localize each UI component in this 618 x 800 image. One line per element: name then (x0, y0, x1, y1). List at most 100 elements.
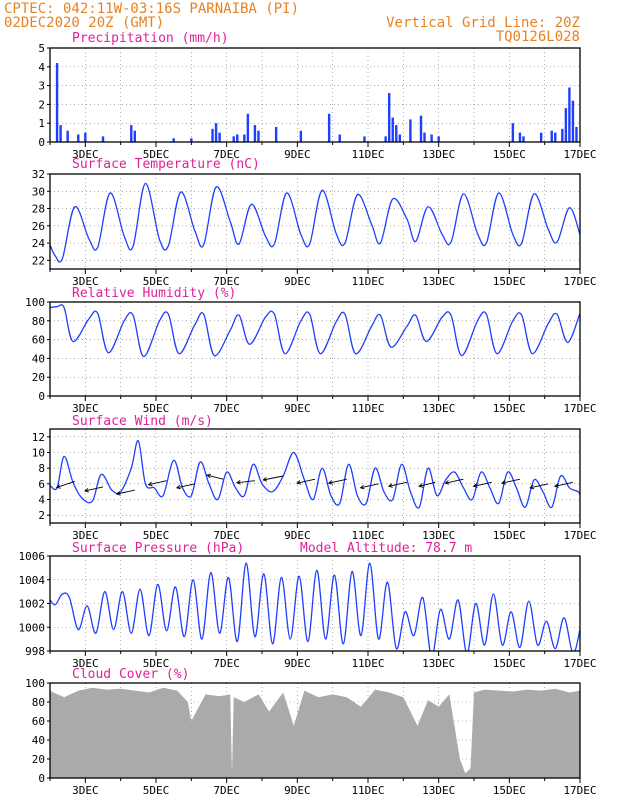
wind-panel: 2 4 6 8 10 12 3DEC 5DEC 7DEC 9DEC 11DEC 13DEC 15DEC 1… (32, 428, 597, 542)
precip-xtick-label: 9DEC (284, 148, 311, 161)
cloud-frame (49, 682, 581, 779)
pres-title: Surface Pressure (hPa) (72, 541, 244, 556)
wind-arrow (501, 478, 521, 484)
precip-bar (211, 128, 214, 142)
wind-arrow-head (175, 484, 181, 490)
rh-title: Relative Humidity (%) (72, 286, 236, 301)
temp-xtick-label: 9DEC (284, 275, 311, 288)
wind-arrow (176, 483, 195, 489)
precip-frame (49, 47, 581, 143)
temp-panel: 22 24 26 28 30 32 3DEC 5DEC 7DEC 9DEC 11DEC 13DEC 15… (32, 168, 597, 288)
wind-arrow-head (472, 483, 478, 488)
precip-bar (77, 134, 80, 142)
precip-title: Precipitation (mm/h) (72, 31, 229, 46)
wind-arrow (445, 478, 464, 484)
rh-ytick-label: 0 (38, 390, 45, 403)
wind-arrow (84, 486, 104, 492)
wind-arrow (554, 481, 574, 487)
pres-xtick-label: 11DEC (351, 657, 384, 670)
wind-arrow (56, 481, 75, 488)
wind-arrow-head (327, 480, 333, 485)
precip-bar (84, 132, 87, 142)
precip-bar (550, 130, 553, 142)
precip-xtick-label: 7DEC (213, 148, 240, 161)
header-model: TQ0126L028 (496, 29, 580, 45)
precip-ytick-label: 4 (38, 61, 45, 74)
rh-xtick-label: 13DEC (422, 402, 455, 415)
precip-bar (539, 132, 543, 142)
wind-arrow-head (55, 484, 61, 489)
wind-arrow-head (359, 484, 365, 490)
precip-bar (133, 130, 136, 142)
pres-xtick-label: 3DEC (72, 657, 99, 670)
wind-arrow-head (501, 480, 506, 485)
precip-bar (511, 123, 515, 142)
rh-ytick-label: 20 (32, 371, 45, 384)
precip-panel: 0 1 2 3 4 5 3DEC 5DEC 7DEC 9DEC 11DEC 13DEC 15DEC 17D… (38, 42, 596, 161)
precip-bar (561, 128, 564, 142)
precip-bar (437, 136, 440, 142)
pres-ytick-label: 1002 (19, 598, 46, 611)
pres-xtick-label: 9DEC (284, 657, 311, 670)
pres-ytick-label: 1000 (19, 621, 46, 634)
wind-arrow-head (262, 477, 268, 482)
pres-xtick-label: 5DEC (143, 657, 170, 670)
header-grid-line: Vertical Grid Line: 20Z (386, 15, 580, 31)
wind-arrow (116, 489, 135, 495)
pres-xtick-label: 13DEC (422, 657, 455, 670)
wind-xtick-label: 11DEC (351, 529, 384, 542)
wind-arrow-head (206, 473, 212, 479)
wind-ytick-label: 2 (38, 509, 45, 522)
cloud-xtick-label: 17DEC (563, 784, 596, 797)
cloud-ytick-label: 20 (32, 753, 45, 766)
rh-ytick-label: 80 (32, 315, 45, 328)
temp-xtick-label: 3DEC (72, 275, 99, 288)
precip-series (55, 63, 578, 142)
precip-bar (575, 126, 578, 142)
wind-arrow (419, 481, 436, 487)
pres-xtick-label: 7DEC (213, 657, 240, 670)
wind-arrow-head (147, 481, 153, 487)
wind-xtick-label: 9DEC (284, 529, 311, 542)
temp-ytick-label: 28 (32, 203, 45, 216)
rh-line (50, 304, 580, 358)
precip-xtick-label: 13DEC (422, 148, 455, 161)
cloud-title: Cloud Cover (%) (72, 667, 189, 682)
wind-arrow-head (296, 480, 301, 485)
cloud-panel: 0 20 40 60 80 100 3DEC 5DEC 7DEC 9DEC 11DEC 13DEC 15… (25, 677, 596, 797)
temp-ytick-label: 24 (32, 237, 46, 250)
precip-bar (391, 117, 394, 142)
wind-arrow (530, 483, 549, 489)
cloud-xtick-label: 5DEC (143, 784, 170, 797)
precip-ytick-label: 3 (38, 80, 45, 93)
temp-ytick-label: 22 (32, 254, 45, 267)
precip-xtick-label: 11DEC (351, 148, 384, 161)
precip-ytick-label: 2 (38, 98, 45, 111)
wind-xtick-label: 3DEC (72, 529, 99, 542)
precip-bar (66, 130, 69, 142)
cloud-ytick-label: 0 (38, 772, 45, 785)
pres-xtick-label: 17DEC (563, 657, 596, 670)
wind-arrow-head (418, 483, 424, 488)
pres-xtick-label: 15DEC (493, 657, 526, 670)
wind-arrow-head (387, 483, 393, 488)
precip-bar (388, 93, 391, 142)
cloud-ytick-label: 100 (25, 677, 45, 690)
precip-ytick-label: 0 (38, 136, 45, 149)
precip-bar (55, 63, 59, 142)
precip-bar (232, 136, 235, 142)
temp-frame (49, 173, 581, 270)
wind-arrow (388, 481, 407, 487)
rh-series (50, 304, 580, 358)
pres-altitude: Model Altitude: 78.7 m (300, 541, 472, 556)
temp-xtick-label: 13DEC (422, 275, 455, 288)
rh-frame (49, 301, 581, 397)
cloud-xtick-label: 15DEC (493, 784, 526, 797)
wind-line (50, 440, 580, 509)
precip-xtick-label: 17DEC (563, 148, 596, 161)
precip-bar (101, 136, 105, 142)
temp-xtick-label: 5DEC (143, 275, 170, 288)
wind-ytick-label: 10 (32, 447, 45, 460)
precip-bar (423, 132, 426, 142)
